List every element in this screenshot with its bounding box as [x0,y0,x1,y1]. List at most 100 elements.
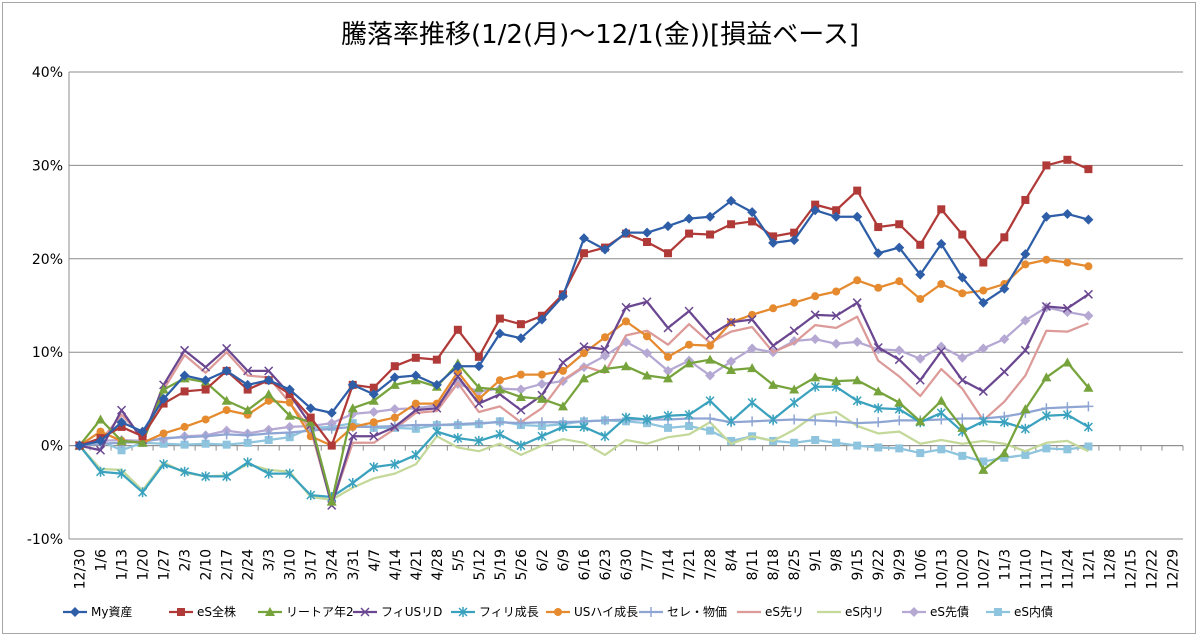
data-point [727,220,736,229]
data-point [936,346,946,356]
data-point [222,406,231,415]
data-point [494,417,505,428]
data-point [957,272,968,283]
x-tick-label: 2/3 [178,549,194,572]
data-point [790,438,799,447]
data-point [937,205,946,214]
data-point [1083,289,1093,299]
data-point [1020,249,1031,260]
data-point [515,384,526,395]
data-point [831,416,842,427]
x-tick-label: 3/17 [304,549,320,580]
x-tick-label: 2/10 [199,549,215,580]
data-point [642,348,653,359]
data-point [516,405,526,415]
data-point [894,345,905,356]
data-point [832,287,841,296]
data-point [411,405,421,415]
data-point [284,421,295,432]
x-tick-label: 9/29 [892,549,908,580]
data-point [95,466,106,477]
data-point [747,397,757,408]
data-point [306,490,316,501]
data-point [558,421,568,432]
chart-title: 騰落率推移(1/2(月)～12/1(金))[損益ベース] [341,20,859,50]
data-point [1000,453,1009,462]
data-point [515,333,526,344]
data-point [895,444,904,453]
data-point [137,426,148,437]
data-point [200,375,211,386]
data-point [874,223,883,232]
data-point [473,361,484,372]
data-point [284,384,295,395]
data-point [664,352,673,361]
data-point [1000,233,1009,242]
x-tick-label: 8/25 [787,549,803,580]
y-tick-label: 10% [32,345,63,361]
data-point [852,298,862,308]
data-point [368,395,379,405]
data-point [432,403,442,413]
x-tick-label: 7/28 [703,549,719,580]
x-tick-label: 7/7 [640,549,656,572]
data-point [1020,404,1031,414]
x-tick-label: 11/17 [1039,549,1055,589]
data-point [557,291,568,302]
data-point [536,417,547,428]
data-point [557,401,568,411]
data-point [622,317,630,326]
data-point [685,421,694,430]
data-point [894,242,905,253]
data-point [642,370,653,380]
data-point [994,608,1002,616]
data-point [810,415,821,426]
data-point [579,349,588,358]
data-point [390,362,399,371]
data-point [937,280,946,289]
data-point [915,269,926,280]
data-point [515,418,526,429]
data-point [242,405,253,415]
data-point [726,317,736,327]
x-tick-label: 6/23 [598,549,614,580]
data-point [664,423,673,432]
data-point [705,330,715,340]
data-point [768,379,779,389]
data-point [221,429,232,440]
data-point [1084,442,1093,451]
data-point [599,244,610,255]
data-point [769,304,778,313]
data-point [895,220,904,229]
y-tick-label: 30% [32,158,63,174]
data-point [747,363,758,373]
data-point [265,607,275,616]
data-point [999,417,1009,428]
data-point [810,381,820,392]
data-point [494,328,505,339]
data-point [958,451,967,460]
data-point [222,471,232,482]
data-point [621,302,631,312]
data-point [726,356,737,367]
data-point [916,294,925,303]
data-point [685,229,694,238]
data-point [894,355,904,365]
data-point [1063,445,1072,454]
data-point [410,420,421,431]
series-2 [75,155,1093,450]
data-point [536,378,547,389]
data-point [222,343,232,353]
data-point [599,364,610,374]
x-tick-label: 12/22 [1144,549,1160,589]
data-point [263,389,274,399]
data-point [1042,161,1051,170]
data-point [663,221,674,232]
data-point [957,422,968,432]
data-point [789,235,800,246]
x-tick-label: 5/12 [472,549,488,580]
data-point [558,366,567,375]
data-point [747,343,758,354]
data-point [264,435,273,444]
data-point [684,358,695,368]
